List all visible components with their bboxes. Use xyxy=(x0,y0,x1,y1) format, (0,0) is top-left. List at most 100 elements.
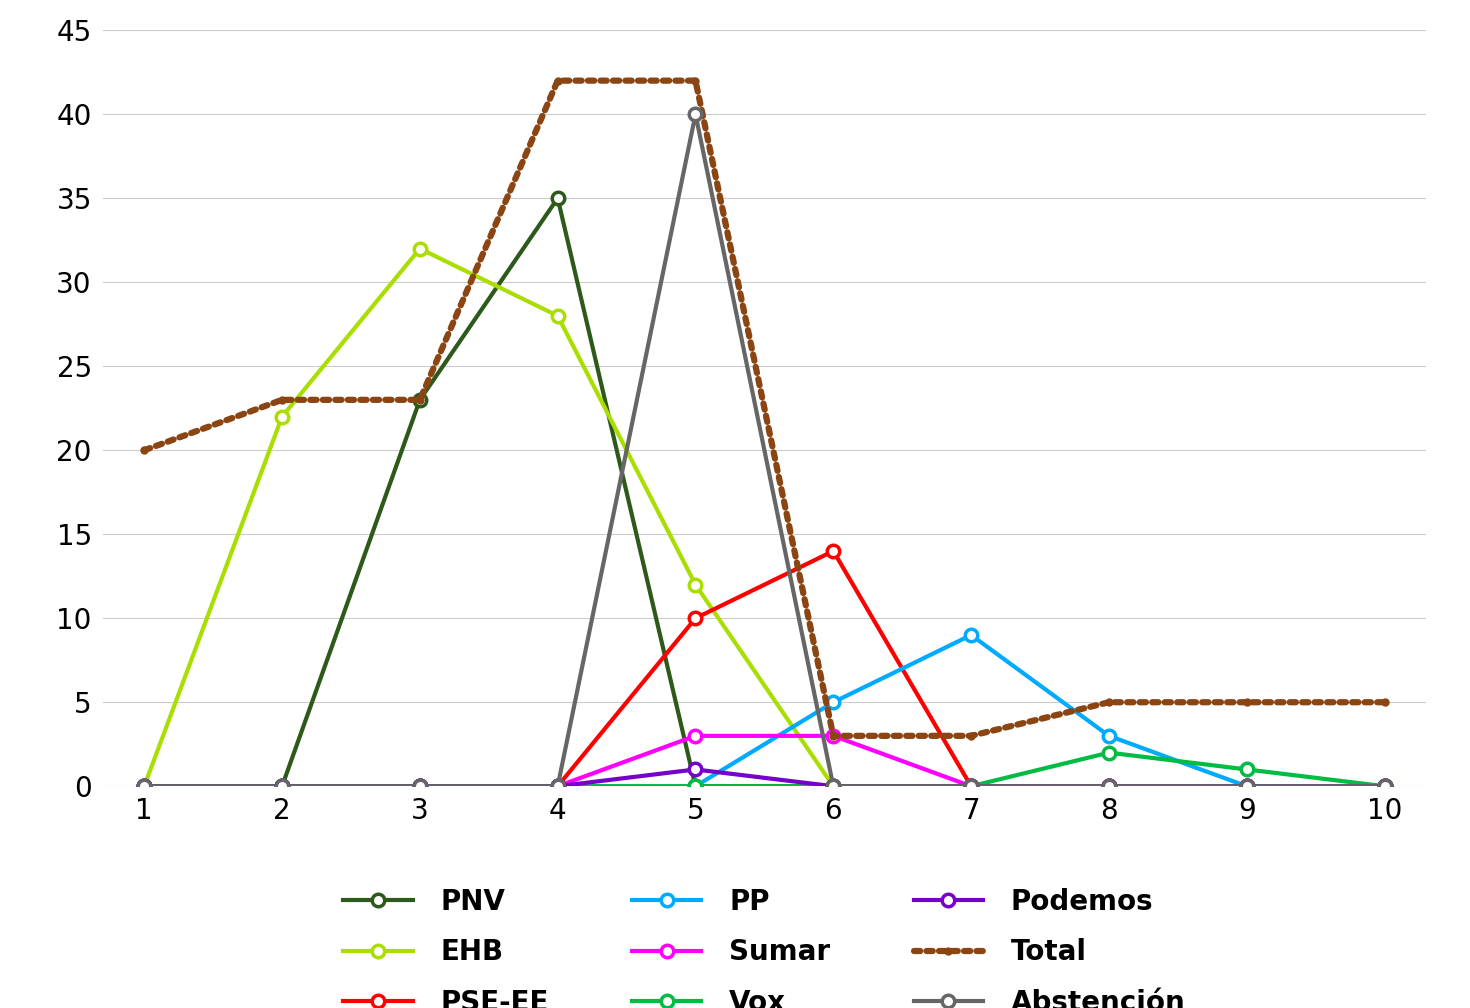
PSE-EE xyxy=(412,780,429,792)
EHB xyxy=(273,410,291,422)
EHB xyxy=(825,780,842,792)
Podemos xyxy=(825,780,842,792)
Vox xyxy=(686,780,704,792)
PP xyxy=(135,780,153,792)
Line: Sumar: Sumar xyxy=(138,730,1391,792)
Total xyxy=(1100,697,1117,709)
Line: Podemos: Podemos xyxy=(138,763,1391,792)
Sumar xyxy=(825,730,842,742)
EHB xyxy=(1238,780,1255,792)
Total xyxy=(273,394,291,406)
PP xyxy=(1238,780,1255,792)
Abstención xyxy=(1376,780,1394,792)
PNV xyxy=(963,780,980,792)
PP xyxy=(963,629,980,641)
Total xyxy=(963,730,980,742)
Total xyxy=(548,75,566,87)
PSE-EE xyxy=(963,780,980,792)
Sumar xyxy=(1100,780,1117,792)
PP xyxy=(686,780,704,792)
Abstención xyxy=(548,780,566,792)
Sumar xyxy=(273,780,291,792)
Legend: PNV, EHB, PSE-EE, PP, Sumar, Vox, Podemos, Total, Abstención: PNV, EHB, PSE-EE, PP, Sumar, Vox, Podemo… xyxy=(332,877,1197,1008)
PNV xyxy=(825,780,842,792)
PSE-EE xyxy=(1238,780,1255,792)
EHB xyxy=(548,309,566,322)
Vox xyxy=(548,780,566,792)
PSE-EE xyxy=(548,780,566,792)
Sumar xyxy=(548,780,566,792)
Podemos xyxy=(686,763,704,775)
Total xyxy=(1376,697,1394,709)
PSE-EE xyxy=(135,780,153,792)
Abstención xyxy=(963,780,980,792)
Total xyxy=(686,75,704,87)
Abstención xyxy=(1100,780,1117,792)
Podemos xyxy=(963,780,980,792)
PNV xyxy=(1376,780,1394,792)
PP xyxy=(412,780,429,792)
Podemos xyxy=(273,780,291,792)
PP xyxy=(1100,730,1117,742)
Podemos xyxy=(1376,780,1394,792)
PP xyxy=(548,780,566,792)
PSE-EE xyxy=(825,545,842,557)
EHB xyxy=(412,243,429,255)
Vox xyxy=(825,780,842,792)
Total xyxy=(825,730,842,742)
PP xyxy=(1376,780,1394,792)
PSE-EE xyxy=(1376,780,1394,792)
Vox xyxy=(135,780,153,792)
EHB xyxy=(1376,780,1394,792)
Line: PP: PP xyxy=(138,629,1391,792)
Total xyxy=(135,445,153,457)
Abstención xyxy=(412,780,429,792)
Vox xyxy=(1100,747,1117,759)
PNV xyxy=(686,780,704,792)
Sumar xyxy=(412,780,429,792)
PNV xyxy=(548,193,566,205)
Line: PNV: PNV xyxy=(138,192,1391,792)
Podemos xyxy=(548,780,566,792)
Abstención xyxy=(686,108,704,120)
Line: PSE-EE: PSE-EE xyxy=(138,544,1391,792)
PP xyxy=(273,780,291,792)
PNV xyxy=(273,780,291,792)
EHB xyxy=(135,780,153,792)
PNV xyxy=(135,780,153,792)
Abstención xyxy=(825,780,842,792)
Line: Vox: Vox xyxy=(138,746,1391,792)
EHB xyxy=(963,780,980,792)
Podemos xyxy=(412,780,429,792)
PNV xyxy=(1100,780,1117,792)
PSE-EE xyxy=(273,780,291,792)
PNV xyxy=(412,394,429,406)
EHB xyxy=(686,579,704,591)
Vox xyxy=(273,780,291,792)
Sumar xyxy=(1376,780,1394,792)
Line: Total: Total xyxy=(141,78,1388,739)
Line: EHB: EHB xyxy=(138,242,1391,792)
Abstención xyxy=(273,780,291,792)
Vox xyxy=(963,780,980,792)
Sumar xyxy=(1238,780,1255,792)
PP xyxy=(825,697,842,709)
Vox xyxy=(1238,763,1255,775)
PSE-EE xyxy=(1100,780,1117,792)
PNV xyxy=(1238,780,1255,792)
Sumar xyxy=(135,780,153,792)
Vox xyxy=(412,780,429,792)
PSE-EE xyxy=(686,612,704,624)
Abstención xyxy=(1238,780,1255,792)
Podemos xyxy=(1100,780,1117,792)
Total xyxy=(412,394,429,406)
Line: Abstención: Abstención xyxy=(138,108,1391,792)
EHB xyxy=(1100,780,1117,792)
Vox xyxy=(1376,780,1394,792)
Sumar xyxy=(686,730,704,742)
Sumar xyxy=(963,780,980,792)
Podemos xyxy=(135,780,153,792)
Abstención xyxy=(135,780,153,792)
Total xyxy=(1238,697,1255,709)
Podemos xyxy=(1238,780,1255,792)
